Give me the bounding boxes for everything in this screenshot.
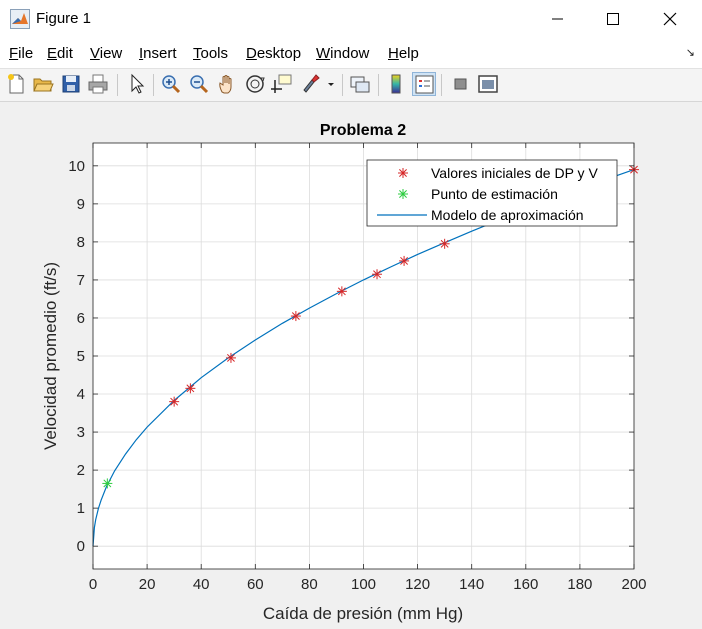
data-point-marker	[336, 286, 347, 297]
x-tick-label: 180	[567, 576, 592, 593]
new-figure-icon[interactable]	[4, 72, 28, 96]
figure-canvas: 0 20 40 60 80 100 120 140 160 180 200 0 1 2 3 4 5 6 7 8 9 10 …	[0, 102, 702, 629]
y-tick-label: 3	[77, 424, 85, 441]
show-plot-tools-icon[interactable]	[476, 72, 500, 96]
data-point-marker	[399, 255, 410, 266]
matlab-icon	[10, 9, 30, 29]
y-tick-label: 7	[77, 272, 85, 289]
menu-file[interactable]: File	[9, 45, 34, 62]
minimize-button[interactable]	[528, 0, 586, 38]
x-tick-label: 140	[459, 576, 484, 593]
y-axis-label: Velocidad promedio (ft/s)	[41, 262, 60, 450]
y-tick-label: 10	[68, 158, 85, 175]
data-point-marker	[439, 238, 450, 249]
x-tick-label: 160	[513, 576, 538, 593]
x-tick-label: 40	[193, 576, 210, 593]
legend[interactable]: Valores iniciales de DP y V Punto de est…	[366, 159, 618, 227]
x-tick-label: 120	[405, 576, 430, 593]
toolbar-separator	[153, 74, 154, 96]
x-tick-label: 100	[351, 576, 376, 593]
zoom-out-icon[interactable]	[187, 72, 211, 96]
marker-layer	[102, 164, 639, 489]
y-tick-label: 1	[77, 500, 85, 517]
save-icon[interactable]	[59, 72, 83, 96]
figure-toolbar	[0, 69, 702, 102]
open-file-icon[interactable]	[31, 72, 55, 96]
data-point-marker	[169, 396, 180, 407]
menu-tools[interactable]: Tools	[193, 45, 229, 62]
legend-label-estimate-point: Punto de estimación	[431, 186, 558, 202]
data-cursor-icon[interactable]	[270, 72, 294, 96]
menu-desktop[interactable]: Desktop	[246, 45, 302, 62]
x-tick-label: 60	[247, 576, 264, 593]
x-tick-label: 80	[301, 576, 318, 593]
chart-title: Problema 2	[320, 122, 406, 139]
colorbar-icon[interactable]	[384, 72, 408, 96]
print-icon[interactable]	[86, 72, 110, 96]
x-tick-label: 0	[89, 576, 97, 593]
axis-ticks: 0 20 40 60 80 100 120 140 160 180 200 0 1 2 3 4 5 6 7 8 9 10	[68, 143, 647, 593]
legend-marker-initial-values	[398, 168, 408, 178]
window-titlebar: Figure 1	[0, 0, 702, 38]
brush-dropdown-icon[interactable]	[324, 72, 338, 96]
pan-hand-icon[interactable]	[215, 72, 239, 96]
toolbar-separator	[117, 74, 118, 96]
legend-icon[interactable]	[412, 72, 436, 96]
brush-icon[interactable]	[298, 72, 322, 96]
menu-edit[interactable]: Edit	[47, 45, 73, 62]
x-tick-label: 200	[621, 576, 646, 593]
hide-plot-tools-icon[interactable]	[448, 72, 472, 96]
link-plot-icon[interactable]	[348, 72, 372, 96]
select-arrow-icon[interactable]	[124, 72, 148, 96]
x-axis-label: Caída de presión (mm Hg)	[263, 604, 463, 623]
y-tick-label: 4	[77, 386, 85, 403]
estimate-point-marker	[102, 478, 113, 489]
data-point-marker	[372, 269, 383, 280]
maximize-button[interactable]	[584, 0, 642, 38]
legend-label-model: Modelo de aproximación	[431, 207, 584, 223]
rotate-3d-icon[interactable]	[243, 72, 267, 96]
y-tick-label: 5	[77, 348, 85, 365]
toolbar-separator	[342, 74, 343, 96]
menu-bar: File Edit View Insert Tools Desktop Wind…	[0, 38, 702, 69]
toolbar-separator	[378, 74, 379, 96]
window-title: Figure 1	[36, 10, 92, 27]
menu-help[interactable]: Help	[388, 45, 419, 62]
y-tick-label: 9	[77, 196, 85, 213]
plot-svg: 0 20 40 60 80 100 120 140 160 180 200012345678910 …	[41, 122, 647, 623]
dock-arrow-icon[interactable]: ↘	[685, 47, 695, 59]
close-button[interactable]	[641, 0, 699, 38]
data-point-marker	[225, 352, 236, 363]
menu-view[interactable]: View	[90, 45, 123, 62]
y-tick-label: 0	[77, 538, 85, 555]
legend-marker-estimate-point	[398, 189, 408, 199]
toolbar-separator	[441, 74, 442, 96]
x-tick-label: 20	[139, 576, 156, 593]
zoom-in-icon[interactable]	[159, 72, 183, 96]
menu-insert[interactable]: Insert	[139, 45, 177, 62]
y-tick-label: 6	[77, 310, 85, 327]
y-tick-label: 8	[77, 234, 85, 251]
menu-window[interactable]: Window	[316, 45, 370, 62]
data-point-marker	[185, 383, 196, 394]
legend-label-initial-values: Valores iniciales de DP y V	[431, 165, 598, 181]
y-tick-label: 2	[77, 462, 85, 479]
data-point-marker	[290, 311, 301, 322]
